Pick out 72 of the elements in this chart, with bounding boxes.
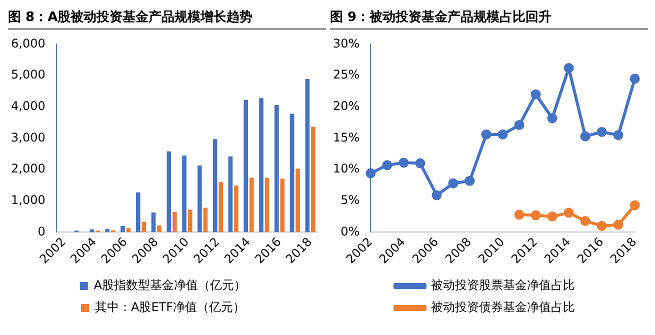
point bbox=[613, 130, 624, 140]
bar bbox=[264, 178, 270, 232]
bar bbox=[203, 208, 208, 232]
point bbox=[366, 168, 376, 178]
y-tick-label: 0 bbox=[38, 224, 46, 238]
y-tick-label: 3,000 bbox=[10, 130, 46, 144]
bar bbox=[290, 114, 294, 232]
legend-label: 被动投资股票基金净值占比 bbox=[431, 278, 575, 292]
bar bbox=[305, 78, 310, 232]
y-tick-label: 1,000 bbox=[10, 193, 46, 208]
point bbox=[564, 208, 574, 218]
y-tick-label: 6,000 bbox=[10, 36, 46, 50]
point bbox=[382, 160, 392, 170]
legend-label: 被动投资债券基金净值占比 bbox=[431, 300, 575, 314]
point bbox=[596, 220, 607, 231]
bar bbox=[228, 156, 233, 232]
bar bbox=[120, 226, 125, 232]
point bbox=[613, 220, 624, 230]
y-tick-label: 4,000 bbox=[10, 99, 46, 113]
y-tick-label: 25% bbox=[333, 68, 360, 82]
point bbox=[596, 126, 607, 137]
chart-title: 图 9：被动投资基金产品规模占比回升 bbox=[330, 8, 648, 30]
bar bbox=[166, 151, 172, 232]
bar bbox=[198, 165, 202, 232]
y-tick-label: 15% bbox=[333, 130, 360, 144]
bar bbox=[151, 212, 156, 232]
point bbox=[481, 129, 492, 140]
point bbox=[448, 178, 458, 188]
point bbox=[564, 63, 574, 74]
bar bbox=[311, 126, 316, 232]
bar bbox=[296, 168, 300, 232]
bar bbox=[188, 210, 192, 232]
bar bbox=[136, 192, 140, 232]
legend-label: 其中：A股ETF净值（亿元） bbox=[94, 300, 246, 314]
y-tick-label: 2,000 bbox=[10, 162, 46, 176]
point bbox=[547, 212, 558, 222]
point bbox=[630, 74, 640, 84]
point bbox=[498, 129, 508, 140]
bar bbox=[105, 229, 110, 232]
y-tick-label: 5,000 bbox=[10, 68, 46, 82]
y-tick-label: 5% bbox=[340, 193, 360, 208]
bar bbox=[212, 139, 218, 232]
point bbox=[530, 210, 541, 220]
point bbox=[415, 158, 426, 168]
bar bbox=[259, 98, 264, 232]
bar bbox=[244, 100, 248, 232]
bar bbox=[157, 225, 162, 232]
bar bbox=[142, 222, 146, 232]
bar bbox=[280, 178, 285, 232]
point bbox=[547, 113, 558, 124]
bar bbox=[234, 186, 238, 232]
bar bbox=[249, 178, 254, 232]
point bbox=[514, 120, 524, 130]
point bbox=[530, 89, 541, 100]
point bbox=[398, 158, 409, 168]
point bbox=[580, 216, 590, 226]
bar bbox=[182, 155, 186, 232]
bar bbox=[274, 104, 279, 232]
y-tick-label: 0% bbox=[340, 224, 360, 238]
chart-title: 图 8：A股被动投资基金产品规模增长趋势 bbox=[8, 8, 326, 30]
legend-label: A股指数型基金净值（亿元） bbox=[94, 278, 246, 292]
point bbox=[464, 176, 475, 186]
bar bbox=[126, 228, 131, 232]
bar bbox=[172, 212, 177, 232]
point bbox=[580, 131, 590, 142]
point bbox=[630, 200, 640, 210]
bar bbox=[218, 182, 224, 232]
y-tick-label: 30% bbox=[333, 36, 360, 50]
point bbox=[432, 190, 442, 200]
y-tick-label: 10% bbox=[333, 162, 360, 176]
point bbox=[514, 210, 524, 220]
y-tick-label: 20% bbox=[333, 99, 360, 113]
